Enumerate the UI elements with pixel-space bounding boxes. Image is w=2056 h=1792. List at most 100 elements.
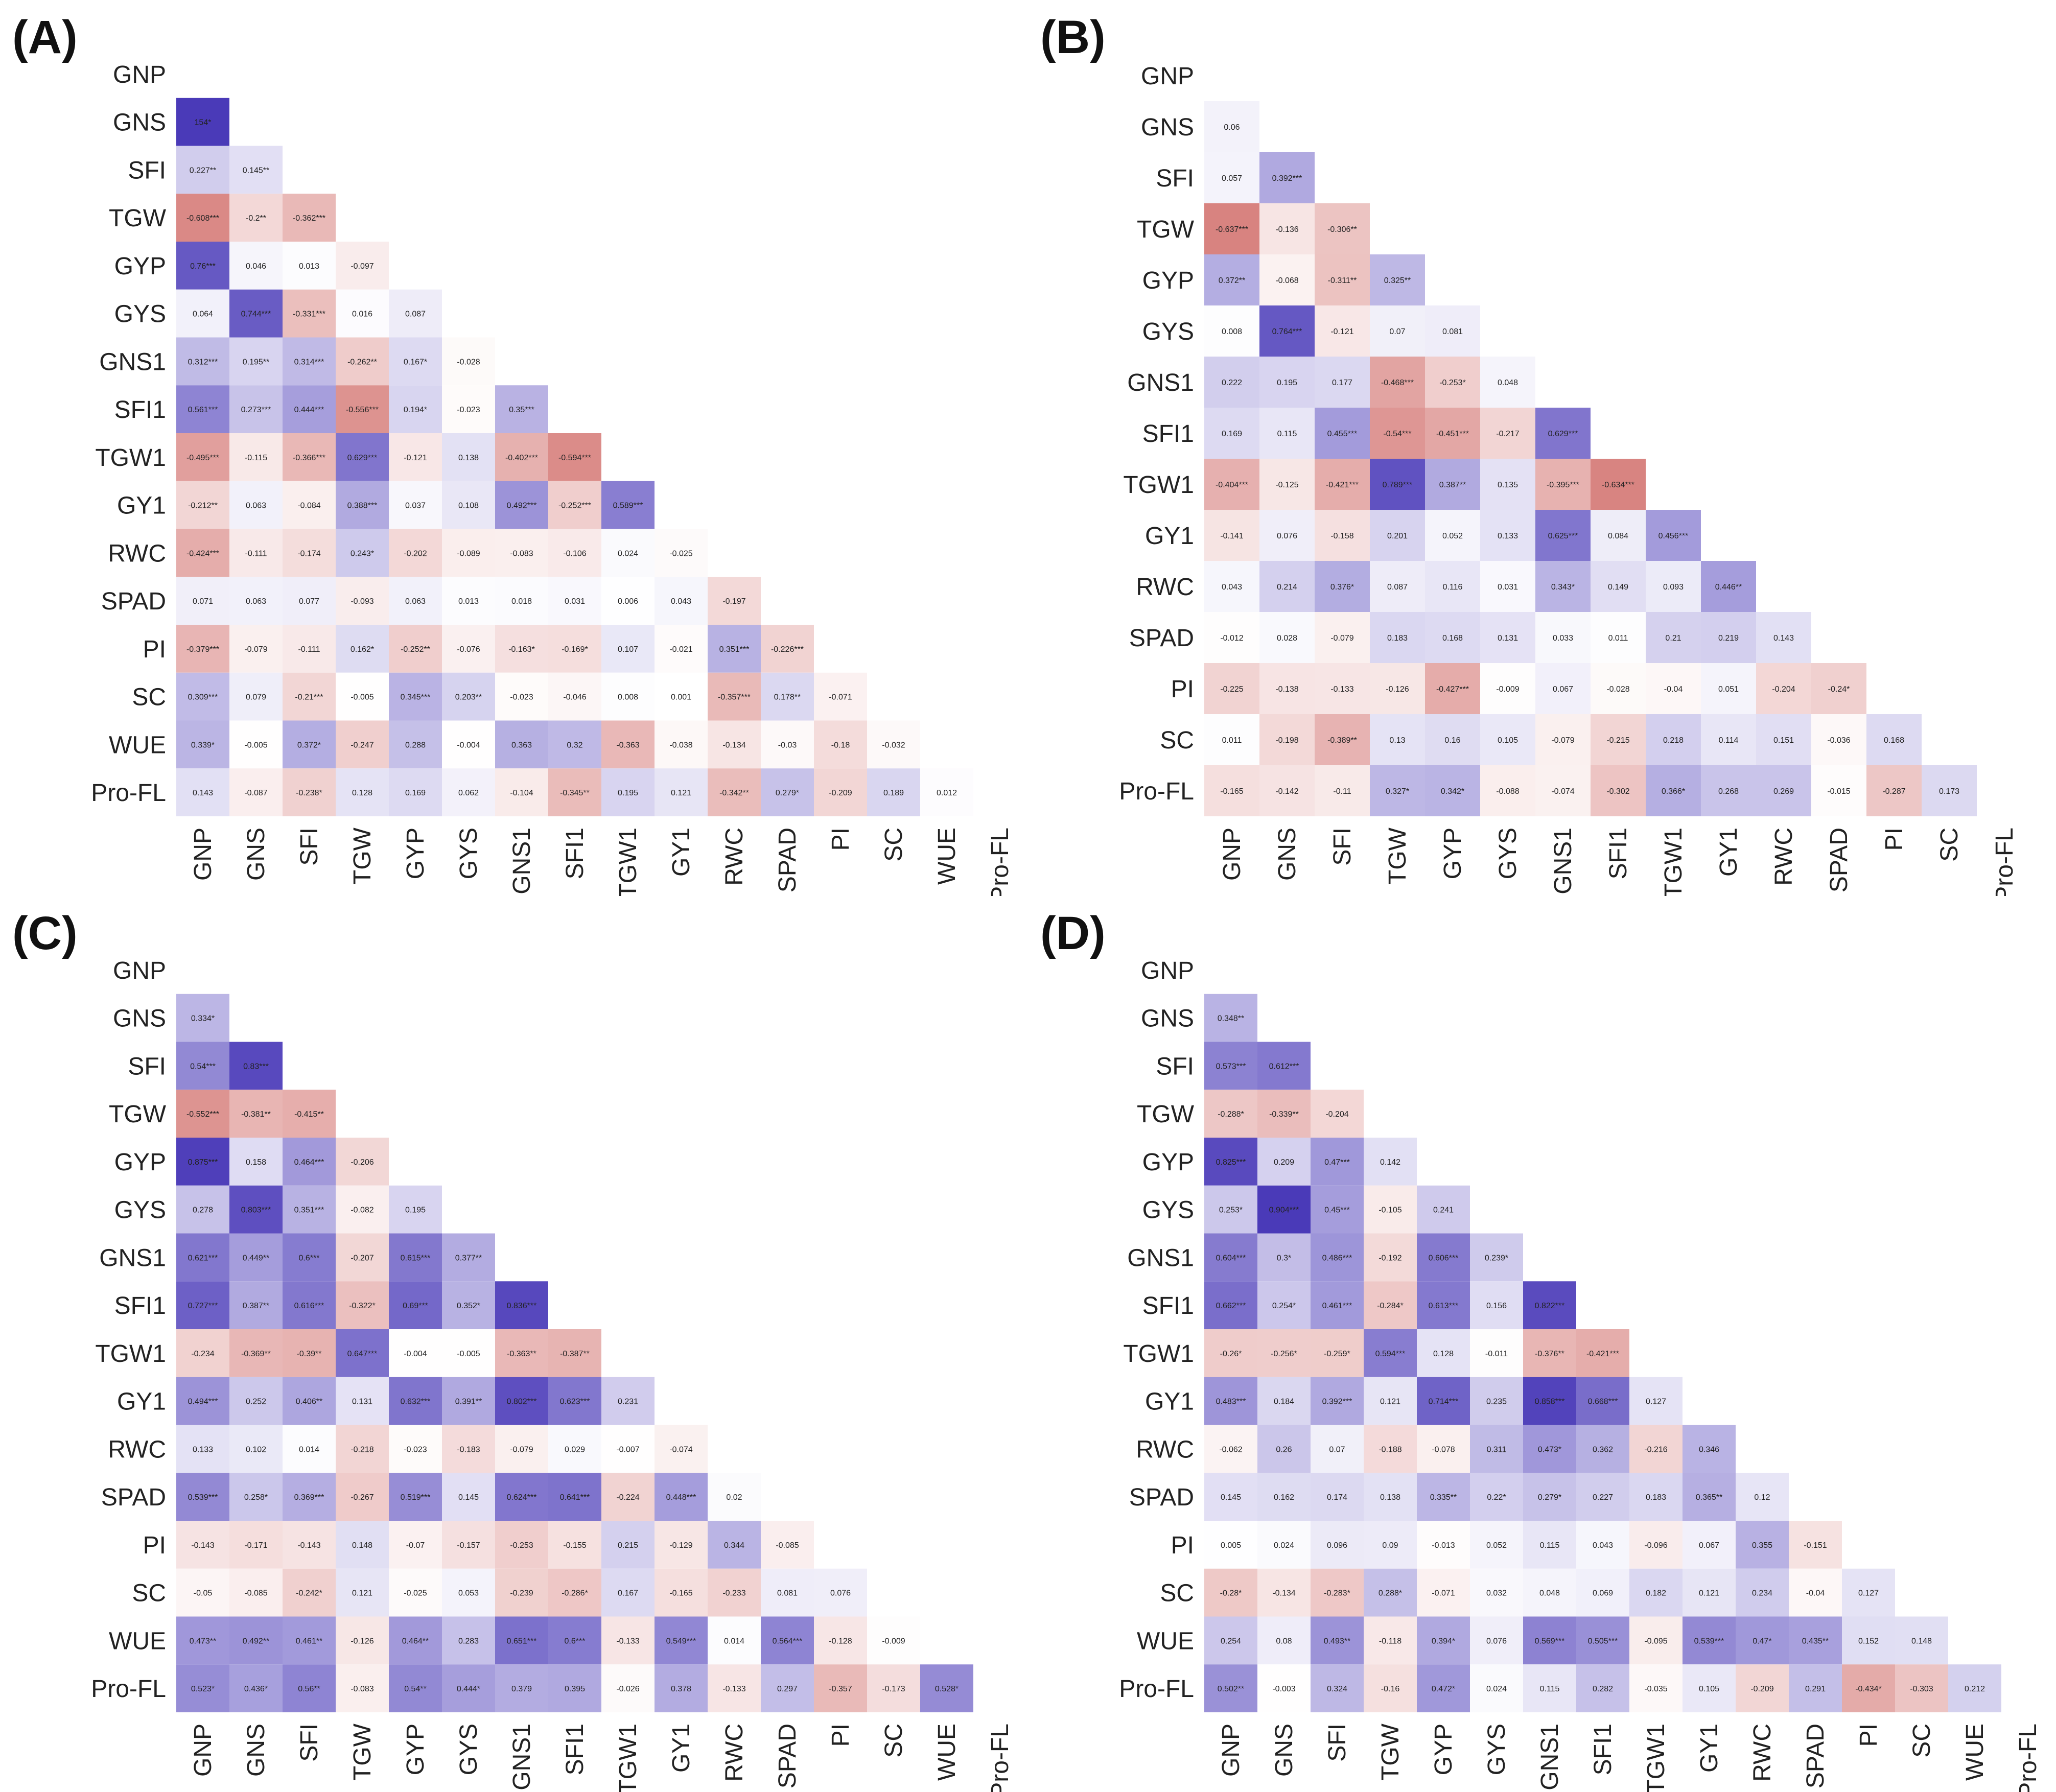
heatmap-svg: (B) 0.06 0.057 0.392*** -0.637*** -0.136 -0.30… [1040,11,2018,896]
heatmap-cell [229,1664,283,1712]
cell-value: 0.138 [458,454,479,462]
heatmap-cell [336,1281,389,1329]
heatmap-cell [229,146,283,194]
cell-value: -0.07 [406,1541,425,1550]
cell-value: 0.014 [724,1637,744,1645]
cell-value: 0.519*** [401,1493,431,1502]
cell-value: 0.334* [191,1015,215,1023]
heatmap-panel: (B) 0.06 0.057 0.392*** -0.637*** -0.136 -0.30… [1028,0,2056,896]
cell-value: -0.11 [1333,787,1351,796]
column-label: GNP [190,828,217,881]
column-label: TGW [349,1723,376,1781]
heatmap-cell [1204,612,1259,663]
cell-value: 0.47*** [1324,1158,1350,1167]
heatmap-cell [1576,1473,1629,1521]
heatmap-cell [283,625,336,673]
heatmap-cell [1535,612,1591,663]
heatmap-cell [1842,1568,1895,1617]
row-label: GY1 [1145,523,1194,550]
cell-value: 0.148 [352,1541,372,1550]
cell-value: 0.096 [1327,1541,1347,1550]
heatmap-cell [229,194,283,242]
heatmap-cell [442,1568,495,1617]
heatmap-cell [495,625,548,673]
cell-value: 0.173 [1939,787,1959,796]
cell-value: 0.218 [1663,736,1684,745]
heatmap-cell [495,768,548,816]
heatmap-cell [283,1425,336,1473]
heatmap-cell [655,768,708,816]
column-label: WUE [933,828,961,885]
column-label: GNP [190,1724,217,1777]
cell-value: 0.008 [1222,327,1242,336]
row-label: SFI [1156,1053,1194,1080]
cell-value: 0.324 [1327,1685,1347,1693]
heatmap-cell [229,433,283,481]
cell-value: -0.197 [722,597,745,606]
cell-value: 0.372* [297,741,321,749]
heatmap-cell [1311,1377,1364,1425]
panel-label: (C) [12,907,78,959]
cell-value: 0.105 [1699,1685,1719,1693]
cell-value: -0.071 [1432,1589,1455,1598]
cell-value: -0.005 [457,1350,480,1358]
cell-value: -0.062 [1219,1445,1242,1454]
heatmap-cell [442,1377,495,1425]
cell-value: 0.028 [1277,634,1297,643]
cell-value: 0.22* [1487,1493,1506,1502]
column-label: GNS1 [1550,828,1577,894]
cell-value: -0.121 [1330,327,1353,336]
column-label: SFI [1329,828,1356,866]
cell-value: -0.552*** [186,1110,219,1119]
cell-value: 0.365** [1696,1493,1723,1502]
cell-value: 0.56** [298,1685,320,1693]
cell-value: 0.076 [1486,1637,1507,1645]
row-label: GYP [114,1149,166,1176]
cell-value: 0.203** [455,693,482,702]
cell-value: -0.253* [1439,379,1466,387]
column-label: GNS [1271,1724,1298,1777]
cell-value: -0.023 [404,1445,427,1454]
cell-value: 0.081 [1442,327,1463,336]
heatmap-cell [336,433,389,481]
heatmap-cell [1315,612,1370,663]
heatmap-cell [548,1664,601,1712]
column-label: WUE [1961,1724,1989,1781]
cell-value: 0.093 [1663,583,1684,592]
heatmap-panel: (D) 0.348** 0.573*** 0.612*** -0.288* -0.339*… [1028,896,2056,1792]
heatmap-cell [176,194,229,242]
column-label: SFI1 [562,1724,589,1775]
heatmap-cell [229,1090,283,1138]
row-label: GY1 [1145,1388,1194,1416]
row-label: GYS [114,1197,166,1224]
column-label: TGW1 [1660,828,1687,896]
cell-value: -0.252*** [558,502,591,510]
cell-value: 0.016 [352,310,372,319]
heatmap-cell [283,1329,336,1377]
heatmap-cell [1370,357,1425,408]
cell-value: -0.39** [297,1350,322,1358]
heatmap-cell [1257,1473,1311,1521]
cell-value: 0.825*** [1216,1158,1246,1167]
heatmap-cell [389,1329,442,1377]
heatmap-cell [283,481,336,529]
heatmap-cell [1523,1521,1576,1569]
cell-value: 0.131 [1498,634,1518,643]
heatmap-cell [548,1473,601,1521]
heatmap-cell [1756,714,1811,765]
cell-value: -0.306** [1327,225,1357,234]
heatmap-cell [229,1329,283,1377]
column-label: GNS1 [508,828,535,894]
column-label: TGW [1384,827,1411,885]
cell-value: -0.04 [1806,1589,1825,1598]
heatmap-cell [1417,1281,1470,1329]
cell-value: -0.451*** [1436,430,1469,438]
heatmap-cell [389,385,442,433]
heatmap-cell [229,1425,283,1473]
cell-value: -0.076 [457,645,480,654]
cell-value: 0.077 [299,597,319,606]
heatmap-cell [1866,714,1922,765]
cell-value: -0.03 [778,741,797,749]
cell-value: 0.802*** [507,1398,537,1406]
heatmap-cell [1259,408,1315,459]
